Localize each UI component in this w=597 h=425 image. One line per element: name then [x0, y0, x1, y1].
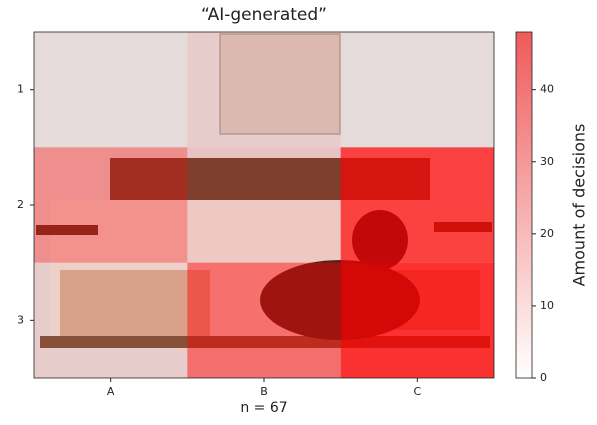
y-tick-label: 3 — [17, 313, 24, 326]
heatmap-cell — [34, 262, 188, 378]
colorbar-tick-label: 30 — [540, 155, 554, 168]
heatmap-cell — [340, 147, 494, 263]
colorbar-label: Amount of decisions — [570, 124, 589, 287]
annotation: n = 67 — [240, 400, 287, 416]
heatmap-cell — [187, 32, 341, 148]
x-tick-label: B — [260, 385, 268, 398]
x-tick-label: C — [413, 385, 421, 398]
y-tick-label: 2 — [17, 198, 24, 211]
heatmap-cell — [187, 147, 341, 263]
x-tick-label: A — [107, 385, 115, 398]
heatmap-cell — [187, 262, 341, 378]
colorbar-tick-label: 0 — [540, 371, 547, 384]
colorbar-tick-label: 10 — [540, 299, 554, 312]
heatmap-cell — [340, 262, 494, 378]
colorbar — [515, 31, 533, 379]
colorbar-tick-label: 20 — [540, 227, 554, 240]
y-tick-label: 1 — [17, 83, 24, 96]
heatmap-cell — [34, 147, 188, 263]
heatmap-cell — [341, 32, 494, 147]
chart-title: “AI-generated” — [201, 5, 327, 25]
colorbar-tick-label: 40 — [540, 83, 554, 96]
heatmap-cell — [34, 32, 187, 147]
